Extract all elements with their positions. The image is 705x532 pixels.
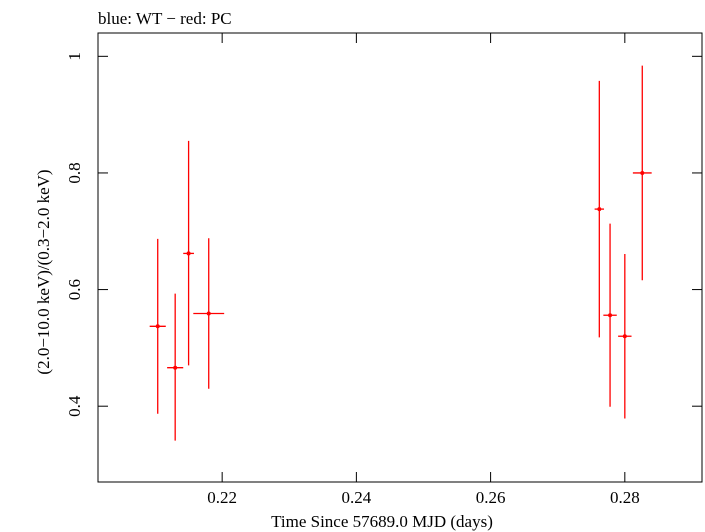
data-points [149, 65, 652, 441]
x-axis: 0.22 0.24 0.26 0.28 [207, 33, 640, 507]
data-marker [608, 313, 613, 318]
data-point [149, 238, 166, 414]
y-tick-label: 0.6 [65, 279, 84, 300]
y-tick-label: 0.8 [65, 162, 84, 183]
y-tick-label: 1 [65, 52, 84, 61]
x-tick-label: 0.28 [610, 488, 640, 507]
x-tick-label: 0.24 [342, 488, 372, 507]
data-marker [155, 324, 160, 329]
x-tick-label: 0.22 [207, 488, 237, 507]
chart-title: blue: WT − red: PC [98, 9, 232, 28]
data-marker [206, 311, 211, 316]
data-marker [173, 365, 178, 370]
plot-frame [97, 32, 703, 483]
data-marker [640, 170, 645, 175]
data-point [632, 65, 652, 281]
data-point [603, 223, 617, 407]
data-marker [622, 334, 627, 339]
x-tick-label: 0.26 [476, 488, 506, 507]
data-point [167, 293, 184, 441]
data-point [193, 238, 225, 389]
y-axis: 0.4 0.6 0.8 1 [65, 52, 702, 417]
y-tick-label: 0.4 [65, 395, 84, 417]
x-axis-label: Time Since 57689.0 MJD (days) [271, 512, 493, 531]
y-axis-label: (2.0−10.0 keV)/(0.3−2.0 keV) [34, 169, 53, 374]
data-marker [597, 207, 602, 212]
data-point [183, 140, 194, 366]
data-point [594, 80, 605, 338]
data-marker [186, 251, 191, 256]
data-point [618, 254, 632, 419]
